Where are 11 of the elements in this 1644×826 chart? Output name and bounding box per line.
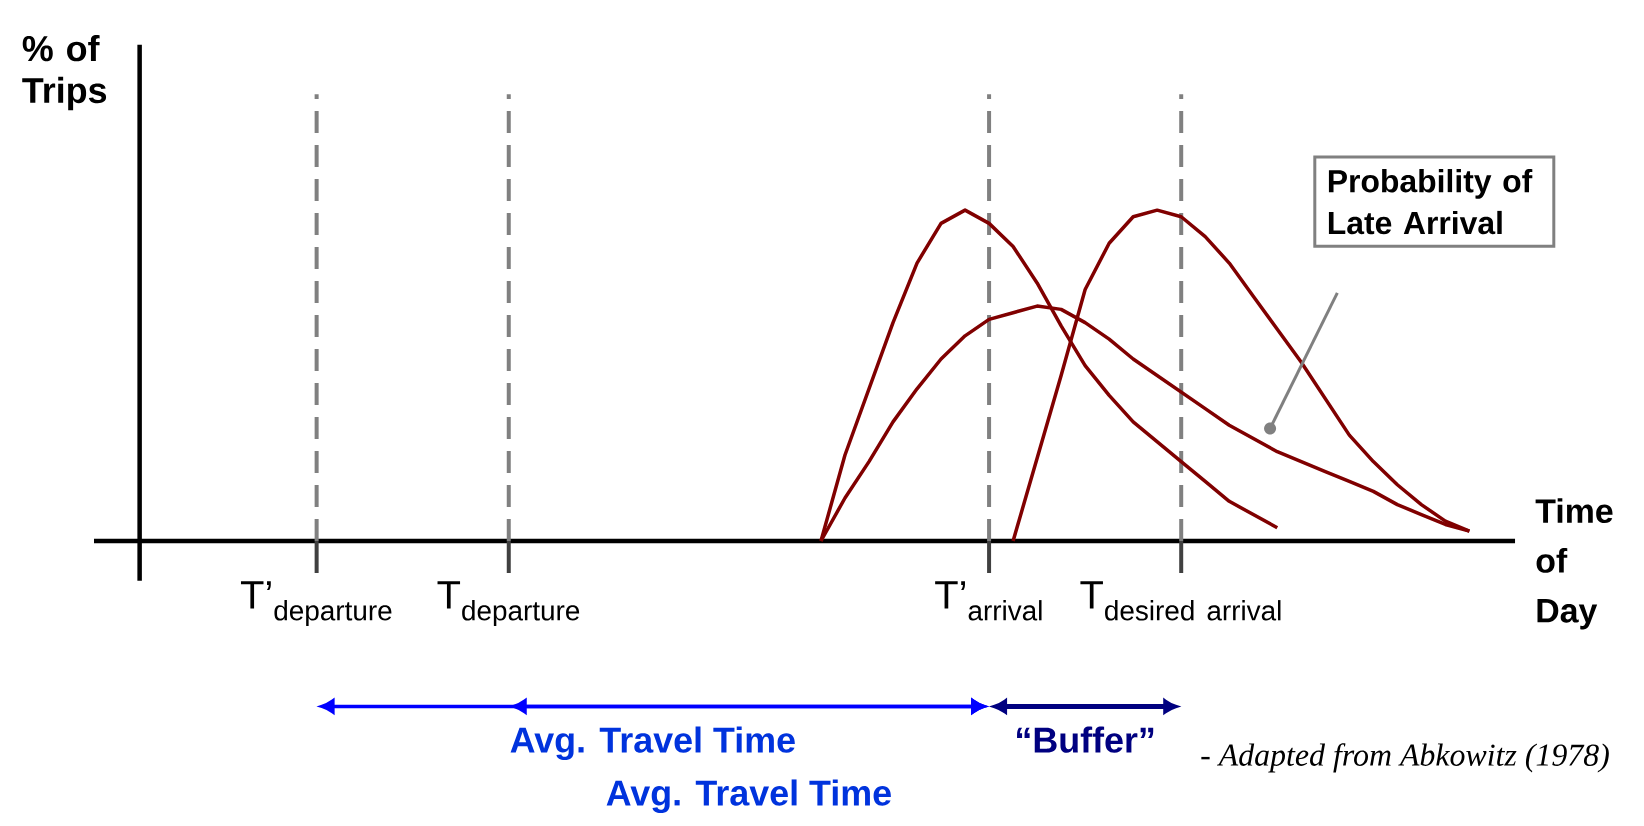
text: “Buffer” (1017, 726, 1154, 753)
x-tick-label: $\mathrm{T’}_{\mathrm{departure}}$ (240, 581, 392, 627)
y-axis-title: % of Trips (22, 34, 107, 111)
x-tick-label: $\mathrm{T’}_{\mathrm{arrival}}$ (935, 581, 1042, 621)
x-axis-title: Time of Day (1535, 498, 1613, 630)
x-tick-label: $\mathrm{T}_{\mathrm{desired\ arrival}}$ (1080, 581, 1281, 621)
text: - Adapted from Abkowitz (1978) (1201, 743, 1609, 773)
text: Avg. Travel Time (606, 779, 891, 814)
x-tick-label: $\mathrm{T}_{\mathrm{departure}}$ (437, 581, 580, 627)
text: Avg. Travel Time (510, 726, 795, 761)
annotation: Probability of Late Arrival (1328, 169, 1533, 235)
